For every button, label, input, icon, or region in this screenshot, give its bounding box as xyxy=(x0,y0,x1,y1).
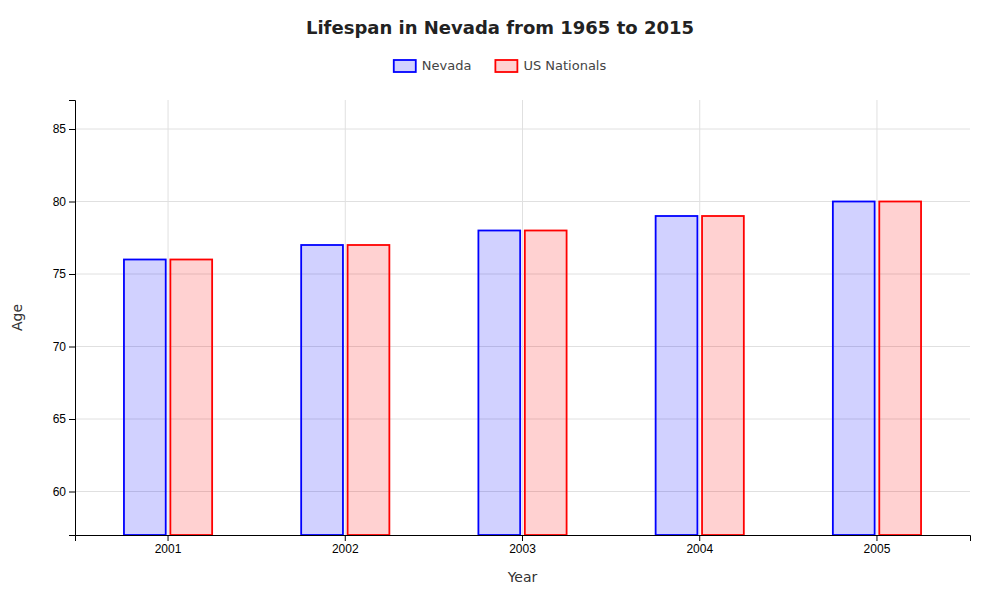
tick: 2004 xyxy=(686,535,713,556)
bar xyxy=(301,245,343,535)
tick-mark xyxy=(345,535,346,541)
tick-label: 2001 xyxy=(155,542,182,556)
x-axis-title: Year xyxy=(507,569,538,585)
tick: 80 xyxy=(53,195,75,209)
bar xyxy=(124,260,166,536)
grid-line xyxy=(876,100,877,535)
tick-label: 80 xyxy=(53,195,67,209)
tick-mark xyxy=(699,535,700,541)
tick-label: 75 xyxy=(53,267,67,281)
tick: 2001 xyxy=(155,535,182,556)
legend: Nevada US Nationals xyxy=(394,58,607,73)
tick-mark xyxy=(168,535,169,541)
tick-label: 2002 xyxy=(332,542,359,556)
x-axis: 2001 2002 2003 2004 2005 xyxy=(76,535,971,556)
tick-label: 2003 xyxy=(509,542,536,556)
bar xyxy=(656,216,698,535)
bar-series xyxy=(170,202,921,536)
bar xyxy=(478,231,520,536)
tick: 65 xyxy=(53,412,75,426)
tick-mark xyxy=(69,419,75,420)
grid xyxy=(75,100,970,535)
tick-mark xyxy=(69,347,75,348)
tick: 60 xyxy=(53,485,75,499)
legend-label: US Nationals xyxy=(523,58,606,73)
tick-label: 2005 xyxy=(864,542,891,556)
bar xyxy=(833,202,875,536)
grid-line xyxy=(699,100,700,535)
chart: 2001 2002 2003 2004 2005 60 65 70 75 80 85 Year Age L… xyxy=(0,0,1000,600)
tick-label: 70 xyxy=(53,340,67,354)
tick-label: 2004 xyxy=(686,542,713,556)
y-axis: 60 65 70 75 80 85 xyxy=(53,101,76,536)
axis-line xyxy=(69,101,76,536)
tick: 85 xyxy=(53,122,75,136)
bar xyxy=(348,245,390,535)
legend-label: Nevada xyxy=(422,58,472,73)
grid-line xyxy=(522,100,523,535)
tick-mark xyxy=(69,274,75,275)
legend-item: Nevada xyxy=(394,58,472,73)
tick-mark xyxy=(69,202,75,203)
bar xyxy=(879,202,921,536)
tick-mark xyxy=(522,535,523,541)
tick: 2003 xyxy=(509,535,536,556)
axis-line xyxy=(76,536,971,542)
tick: 2002 xyxy=(332,535,359,556)
tick-mark xyxy=(69,492,75,493)
tick: 75 xyxy=(53,267,75,281)
tick-label: 60 xyxy=(53,485,67,499)
tick: 70 xyxy=(53,340,75,354)
bars xyxy=(124,202,921,536)
legend-item: US Nationals xyxy=(495,58,606,73)
plot: 2001 2002 2003 2004 2005 60 65 70 75 80 85 xyxy=(53,100,971,556)
tick-label: 85 xyxy=(53,122,67,136)
tick-label: 65 xyxy=(53,412,67,426)
tick-mark xyxy=(69,129,75,130)
bar xyxy=(170,260,212,536)
legend-swatch xyxy=(394,60,416,72)
y-axis-title: Age xyxy=(9,304,25,331)
bar-series xyxy=(124,202,875,536)
tick: 2005 xyxy=(864,535,891,556)
title: Lifespan in Nevada from 1965 to 2015 xyxy=(306,17,694,38)
tick-mark xyxy=(876,535,877,541)
grid-line xyxy=(345,100,346,535)
bar xyxy=(702,216,744,535)
legend-swatch xyxy=(495,60,517,72)
grid-line xyxy=(168,100,169,535)
bar xyxy=(525,231,567,536)
